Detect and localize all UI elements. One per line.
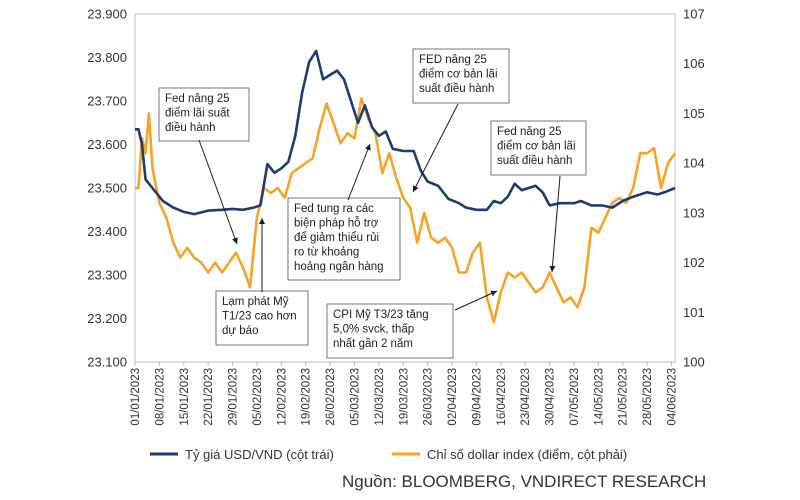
annotation-box <box>326 303 454 359</box>
left-tick-label: 23.800 <box>87 50 127 65</box>
x-tick-label: 30/04/2023 <box>545 368 557 426</box>
annotation-fed1: Fed nâng 25 điểm lãi suất điều hành <box>158 87 250 245</box>
annotation-arrow <box>412 103 459 193</box>
left-axis-ticks: 23.100 23.200 23.300 23.400 23.500 23.600 23.7… <box>87 7 127 370</box>
annotation-line: suất điều hành <box>497 155 572 167</box>
annotation-line: điểm cơ bản lãi <box>419 69 498 81</box>
annotation-box <box>412 48 510 104</box>
x-tick-label: 05/02/2023 <box>252 368 264 426</box>
annotation-line: ro từ khoảng <box>294 247 359 259</box>
left-tick-label: 23.400 <box>87 224 127 239</box>
x-tick-label: 26/02/2023 <box>325 368 337 426</box>
x-tick-label: 12/03/2023 <box>374 368 386 426</box>
x-tick-label: 09/04/2023 <box>471 368 483 426</box>
annotation-line: để giảm thiểu rủi <box>294 232 379 244</box>
annotation-layer: Fed nâng 25 điểm lãi suất điều hành Lạm phá… <box>158 48 587 359</box>
annotation-line: Lạm phát Mỹ <box>222 296 289 308</box>
legend-label: Tỷ giá USD/VND (cột trái) <box>185 447 334 462</box>
annotation-line: CPI Mỹ T3/23 tăng <box>333 309 429 321</box>
x-tick-label: 02/04/2023 <box>447 368 459 426</box>
annotation-line: điều hành <box>165 122 216 134</box>
x-tick-label: 23/04/2023 <box>520 368 532 426</box>
annotation-arrow <box>347 143 371 201</box>
left-tick-label: 23.500 <box>87 181 127 196</box>
x-tick-label: 28/05/2023 <box>642 368 654 426</box>
annotation-cpi: CPI Mỹ T3/23 tăng 5,0% svck, thấp nhất gần… <box>326 290 498 359</box>
series-layer <box>135 49 677 324</box>
left-tick-label: 23.300 <box>87 268 127 283</box>
annotation-arrow <box>198 139 238 245</box>
x-tick-label: 14/05/2023 <box>593 368 605 426</box>
annotation-box <box>287 197 401 281</box>
annotation-box <box>158 87 250 142</box>
annotation-line: suất điều hành <box>419 83 494 95</box>
right-tick-label: 102 <box>683 255 705 270</box>
x-tick-label: 26/03/2023 <box>423 368 435 426</box>
source-note: Nguồn: BLOOMBERG, VNDIRECT RESEARCH <box>342 472 707 491</box>
x-tick-label: 15/01/2023 <box>179 368 191 426</box>
left-tick-label: 23.900 <box>87 7 127 22</box>
annotation-arrow <box>549 175 561 273</box>
legend: Tỷ giá USD/VND (cột trái) Chỉ số dollar i… <box>150 447 627 462</box>
annotation-line: Fed nâng 25 <box>497 126 562 138</box>
x-tick-label: 05/03/2023 <box>349 368 361 426</box>
annotation-fed3: Fed nâng 25 điểm cơ bản lãi suất điều hành <box>490 120 587 273</box>
annotation-line: điểm lãi suất <box>165 108 230 120</box>
annotation-line: Fed nâng 25 <box>165 93 230 105</box>
x-tick-label: 01/01/2023 <box>130 368 142 426</box>
dollar-index-line <box>135 97 677 324</box>
annotation-line: nhất gần 2 năm <box>333 338 413 350</box>
annotation-fed2: FED nâng 25 điểm cơ bản lãi suất điều hành <box>412 48 510 193</box>
right-tick-label: 106 <box>683 56 705 71</box>
right-tick-label: 104 <box>683 156 705 171</box>
x-tick-label: 19/03/2023 <box>398 368 410 426</box>
left-tick-label: 23.700 <box>87 94 127 109</box>
annotation-line: FED nâng 25 <box>419 54 487 66</box>
annotation-line: 5,0% svck, thấp <box>333 324 414 336</box>
right-tick-label: 103 <box>683 205 705 220</box>
annotation-line: T1/23 cao hơn <box>222 311 297 323</box>
annotation-line: hoảng ngân hàng <box>294 261 384 273</box>
annotation-lamphat: Lạm phát Mỹ T1/23 cao hơn dự báo <box>215 218 309 346</box>
usd-vnd-line <box>135 49 676 216</box>
right-axis-ticks: 100 101 102 103 104 105 106 107 <box>683 7 705 370</box>
annotation-fedsupport: Fed tung ra các biện pháp hỗ trợ để giảm t… <box>287 143 401 281</box>
legend-label: Chỉ số dollar index (điểm, cột phải) <box>427 447 627 462</box>
left-tick-label: 23.600 <box>87 137 127 152</box>
x-tick-label: 21/05/2023 <box>618 368 630 426</box>
annotation-line: điểm cơ bản lãi <box>497 141 576 153</box>
annotation-line: dự báo <box>222 325 258 337</box>
right-tick-label: 105 <box>683 106 705 121</box>
x-tick-label: 12/02/2023 <box>276 368 288 426</box>
left-tick-label: 23.200 <box>87 311 127 326</box>
x-tick-label: 19/02/2023 <box>301 368 313 426</box>
annotation-line: biện pháp hỗ trợ <box>294 217 379 230</box>
annotation-line: Fed tung ra các <box>294 203 374 215</box>
left-tick-label: 23.100 <box>87 355 127 370</box>
x-axis-ticks: 01/01/2023 08/01/2023 15/01/2023 22/01/2023… <box>130 362 679 426</box>
x-tick-label: 29/01/2023 <box>228 368 240 426</box>
right-tick-label: 107 <box>683 7 705 22</box>
x-tick-label: 22/01/2023 <box>203 368 215 426</box>
annotation-box <box>490 120 587 176</box>
annotation-box <box>215 290 309 346</box>
x-tick-label: 07/05/2023 <box>569 368 581 426</box>
x-tick-label: 16/04/2023 <box>496 368 508 426</box>
annotation-arrow <box>454 290 498 311</box>
x-tick-label: 04/06/2023 <box>667 368 679 426</box>
right-tick-label: 101 <box>683 305 705 320</box>
x-tick-label: 08/01/2023 <box>154 368 166 426</box>
right-tick-label: 100 <box>683 355 705 370</box>
